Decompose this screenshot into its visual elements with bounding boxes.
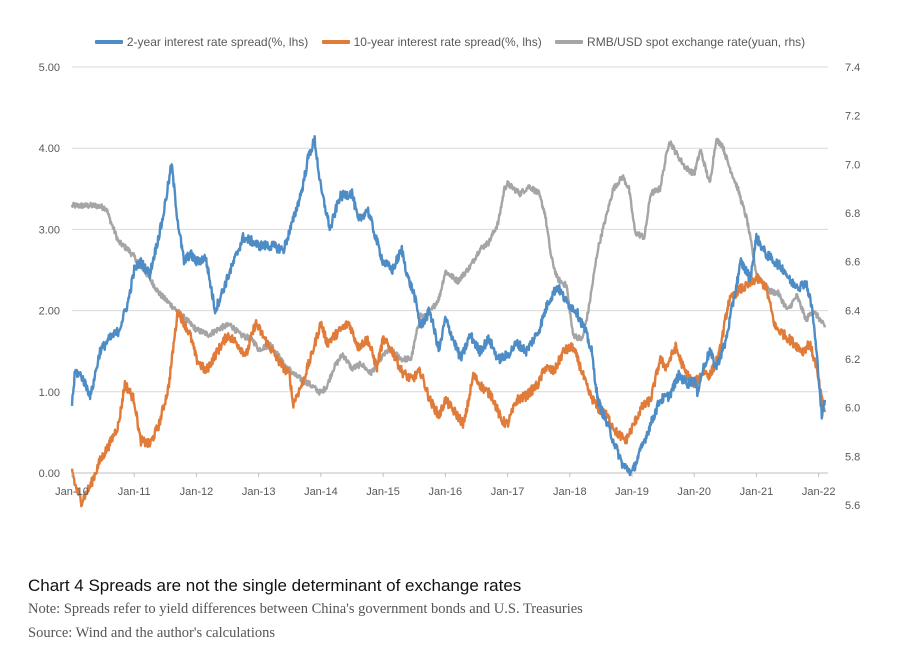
legend-swatch-2y [94,40,123,44]
x-tick-label: Jan-11 [118,486,151,498]
series-line-0 [70,135,827,477]
left-tick-label: 5.00 [39,62,60,74]
right-tick-label: 6.0 [845,403,860,415]
legend-label-2y: 2-year interest rate spread(%, lhs) [126,35,309,49]
x-tick-label: Jan-10 [55,486,89,498]
x-tick-label: Jan-12 [180,486,214,498]
x-tick-label: Jan-18 [553,486,587,498]
left-tick-label: 4.00 [39,143,60,155]
right-tick-label: 7.2 [845,111,860,123]
left-tick-label: 1.00 [39,387,60,399]
left-tick-label: 3.00 [39,224,60,236]
legend-item-rmb: RMB/USD spot exchange rate(yuan, rhs) [555,35,805,49]
x-tick-label: Jan-21 [740,486,774,498]
grid-lines [72,66,828,474]
x-tick-label: Jan-22 [802,486,836,498]
left-tick-label: 2.00 [39,306,60,318]
series-line-2 [70,137,827,396]
x-tick-label: Jan-13 [242,486,276,498]
legend-label-rmb: RMB/USD spot exchange rate(yuan, rhs) [587,35,806,49]
x-tick-label: Jan-15 [366,486,400,498]
chart-title: Chart 4 Spreads are not the single deter… [28,576,522,595]
x-axis: Jan-10 Jan-11 Jan-12 Jan-13 Jan-14 Jan-15 Jan-… [55,473,835,498]
right-tick-label: 6.6 [845,257,860,269]
series-layer [70,135,827,508]
left-tick-label: 0.00 [39,468,60,480]
chart-note: Note: Spreads refer to yield differences… [28,601,583,617]
right-tick-label: 5.6 [845,500,860,512]
x-tick-label: Jan-16 [429,486,463,498]
chart: 0.00 1.00 2.00 3.00 4.00 5.00 5.6 5.8 6.0 6.2 6.4… [39,62,861,512]
legend-item-10y: 10-year interest rate spread(%, lhs) [321,35,542,49]
legend-label-10y: 10-year interest rate spread(%, lhs) [353,35,542,49]
legend-item-2y: 2-year interest rate spread(%, lhs) [94,35,309,49]
right-tick-label: 7.4 [845,62,860,74]
x-tick-label: Jan-17 [491,486,525,498]
left-axis: 0.00 1.00 2.00 3.00 4.00 5.00 [39,62,60,480]
right-tick-label: 6.2 [845,354,860,366]
x-tick-label: Jan-19 [615,486,649,498]
legend-swatch-rmb [555,40,584,44]
x-tick-label: Jan-20 [677,486,711,498]
x-tick-label: Jan-14 [304,486,338,498]
right-axis: 5.6 5.8 6.0 6.2 6.4 6.6 6.8 7.0 7.2 7.4 [845,62,860,512]
series-line-1 [70,273,827,508]
legend-swatch-10y [321,40,350,44]
right-tick-label: 5.8 [845,451,860,463]
legend: 2-year interest rate spread(%, lhs) 10-y… [0,33,900,49]
chart-source: Source: Wind and the author's calculatio… [28,625,275,641]
right-tick-label: 6.8 [845,208,860,220]
right-tick-label: 7.0 [845,159,860,171]
right-tick-label: 6.4 [845,305,860,317]
